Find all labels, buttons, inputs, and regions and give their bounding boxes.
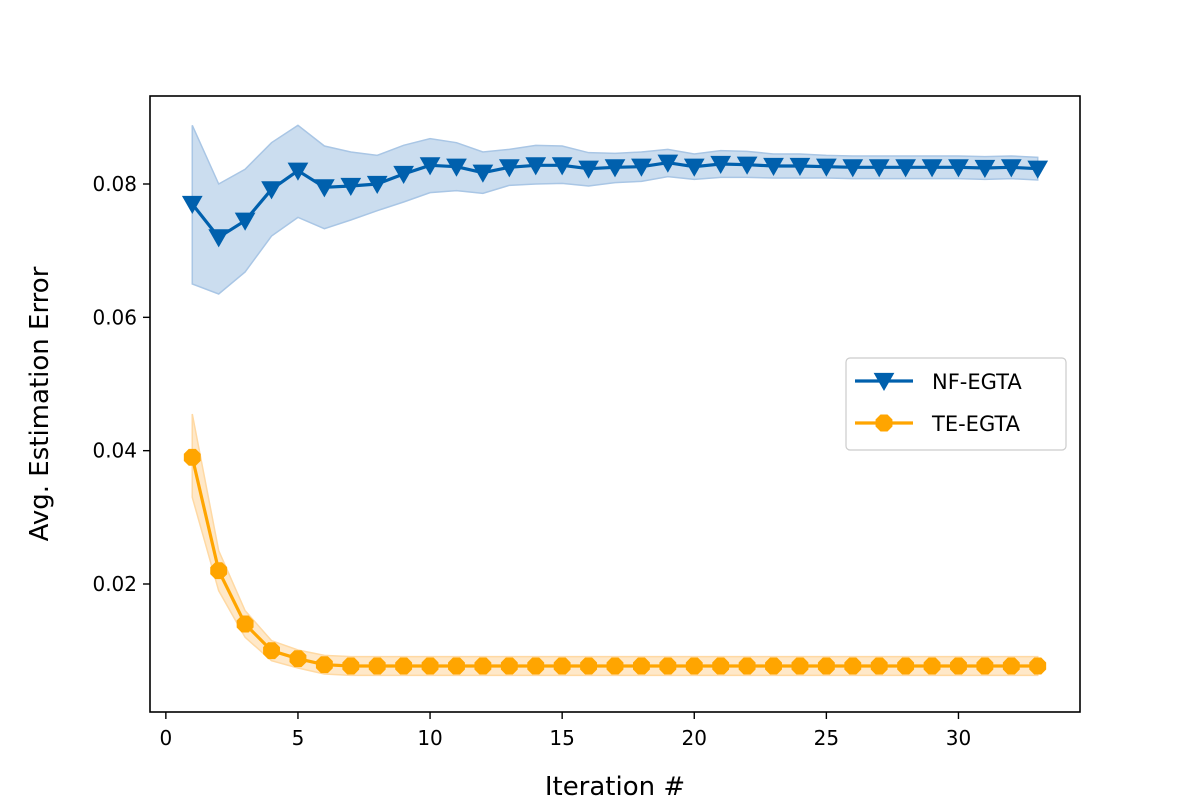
te-egta-point <box>580 657 598 675</box>
nf-egta-point <box>1000 159 1022 178</box>
te-egta-point <box>1002 657 1020 675</box>
y-tick-label: 0.06 <box>92 305 137 329</box>
te-egta-point <box>527 657 545 675</box>
te-egta-point <box>474 657 492 675</box>
te-egta-point <box>289 650 307 668</box>
te-egta-band <box>191 413 1039 677</box>
nf-egta-point <box>710 155 732 175</box>
nf-egta-point <box>657 154 679 173</box>
series-markers <box>181 154 1049 675</box>
legend-nf-egta-label: NF-EGTA <box>932 370 1022 394</box>
te-egta-point <box>817 657 835 675</box>
plot-frame <box>149 95 1081 713</box>
te-egta-point <box>897 657 915 675</box>
nf-egta-point <box>763 157 784 177</box>
te-egta-point <box>210 562 228 580</box>
te-egta-point <box>606 657 624 675</box>
te-egta-point <box>236 615 254 633</box>
te-egta-line <box>190 456 1038 668</box>
nf-egta-point <box>842 159 864 178</box>
legend-te-egta-marker <box>875 414 893 432</box>
nf-egta-point <box>736 156 758 175</box>
nf-egta-point <box>868 159 890 178</box>
y-tick-label: 0.02 <box>92 572 137 596</box>
te-egta-point <box>950 657 967 675</box>
y-tick-label: 0.04 <box>92 439 137 463</box>
nf-egta-point <box>789 157 811 177</box>
nf-egta-point <box>446 158 467 177</box>
te-egta-point <box>844 657 862 675</box>
nf-egta-band <box>191 124 1039 295</box>
nf-egta-point <box>181 195 203 215</box>
nf-egta-point <box>208 229 230 248</box>
x-tick-label: 25 <box>814 726 839 750</box>
te-egta-point <box>395 657 413 675</box>
nf-egta-point <box>234 212 256 231</box>
nf-egta-point <box>816 158 837 177</box>
nf-egta-point <box>578 160 599 179</box>
te-egta-point <box>738 657 756 675</box>
nf-egta-point <box>525 157 547 176</box>
nf-egta-point <box>472 164 494 183</box>
nf-egta-point <box>261 181 282 200</box>
nf-egta-point <box>393 165 414 185</box>
nf-egta-point <box>1027 160 1049 179</box>
nf-egta-point <box>631 158 652 177</box>
nf-egta-point <box>314 179 335 198</box>
nf-egta-point <box>683 158 705 177</box>
te-egta-point <box>976 657 994 675</box>
legend-nf-egta-marker <box>873 372 895 392</box>
te-egta-point <box>870 657 888 675</box>
te-egta-point <box>500 657 518 675</box>
te-egta-point <box>632 657 650 675</box>
te-egta-point <box>685 657 703 675</box>
te-egta-point <box>315 656 333 674</box>
nf-egta-point <box>895 159 916 178</box>
nf-egta-point <box>498 159 520 178</box>
legend-te-egta-label: TE-EGTA <box>931 412 1021 436</box>
x-axis-ticks: 0 5 10 15 20 25 30 <box>159 712 971 750</box>
te-egta-point <box>421 657 439 675</box>
nf-egta-point <box>604 159 626 178</box>
x-tick-label: 0 <box>159 726 172 750</box>
te-egta-point <box>1029 657 1047 675</box>
nf-egta-point <box>974 159 996 179</box>
y-axis-ticks: 0.02 0.04 0.06 0.08 <box>92 172 150 596</box>
x-tick-label: 30 <box>946 726 971 750</box>
te-egta-point <box>342 657 360 675</box>
x-tick-label: 10 <box>417 726 442 750</box>
nf-egta-point <box>340 177 362 197</box>
te-egta-point <box>923 657 941 675</box>
te-egta-point <box>448 657 465 675</box>
x-tick-label: 5 <box>292 726 305 750</box>
x-tick-label: 20 <box>682 726 707 750</box>
y-tick-label: 0.08 <box>92 172 137 196</box>
te-egta-point <box>765 657 782 675</box>
nf-egta-point <box>551 157 573 176</box>
nf-egta-point <box>948 159 969 178</box>
y-axis-title: Avg. Estimation Error <box>25 266 55 541</box>
te-egta-point <box>791 657 809 675</box>
legend: NF-EGTA TE-EGTA <box>845 357 1067 451</box>
te-egta-point <box>659 657 677 675</box>
te-egta-point <box>183 448 201 466</box>
x-tick-label: 15 <box>549 726 574 750</box>
nf-egta-point <box>921 159 943 178</box>
nf-egta-point <box>419 157 441 176</box>
x-axis-title: Iteration # <box>545 772 685 800</box>
te-egta-point <box>368 657 386 675</box>
te-egta-point <box>553 657 571 675</box>
nf-egta-point <box>287 162 309 181</box>
nf-egta-point <box>366 175 388 195</box>
te-egta-point <box>712 657 730 675</box>
te-egta-point <box>263 642 280 660</box>
